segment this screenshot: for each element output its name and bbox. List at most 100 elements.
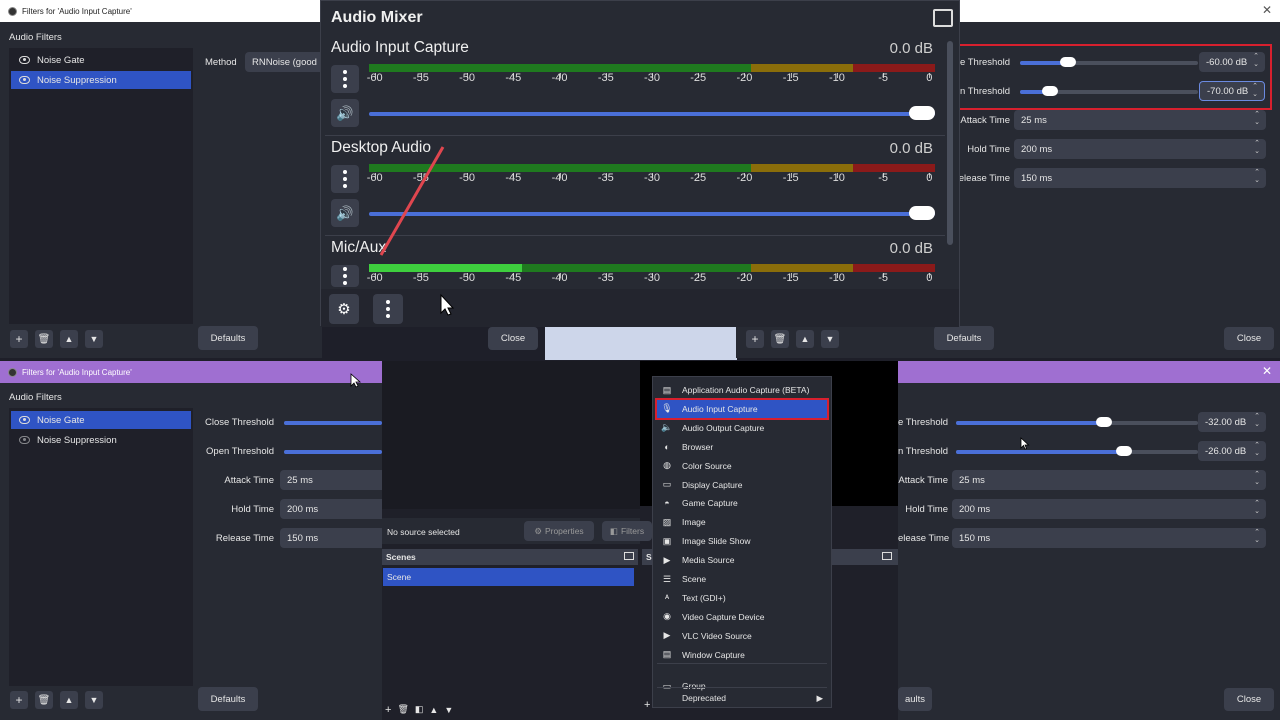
filter-item-noise-gate[interactable]: Noise Gate [11,51,191,69]
move-up-button[interactable]: ▲ [60,691,78,709]
menu-item[interactable]: ☰ Scene [655,570,829,588]
close-window-icon[interactable]: ✕ [1261,3,1272,17]
open-threshold-label: Open Threshold [206,446,274,457]
remove-scene-icon[interactable]: 🗑 [397,704,409,714]
menu-item[interactable]: ▤ Window Capture [655,646,829,664]
release-time-input[interactable]: 150 ms ⌃ ⌄ [952,528,1266,548]
mixer-menu-button[interactable] [373,294,403,324]
release-time-input[interactable]: 150 ms [280,528,382,548]
menu-item[interactable]: ◍ Color Source [655,457,829,475]
scale-tick [836,273,838,278]
filter-item-noise-suppression[interactable]: Noise Suppression [11,71,191,89]
move-down-button[interactable]: ▼ [821,330,839,348]
remove-filter-button[interactable]: 🗑 [771,330,789,348]
close-button[interactable]: Close [488,327,538,350]
menu-item[interactable]: ◐ Browser [655,438,829,456]
filters-label: Filters [620,526,645,536]
close-button[interactable]: Close [1224,327,1274,350]
remove-filter-button[interactable]: 🗑 [35,691,53,709]
defaults-button[interactable]: aults [898,687,932,711]
hold-time-input[interactable]: 200 ms [280,499,382,519]
close-threshold-input[interactable]: -60.00 dB ⌃ ⌄ [1199,52,1265,72]
close-button[interactable]: Close [1224,688,1274,711]
undock-icon[interactable] [882,552,892,560]
close-threshold-slider[interactable] [284,421,382,425]
defaults-button[interactable]: Defaults [198,687,258,711]
menu-item[interactable]: ◉ Video Capture Device [655,608,829,626]
filters-button[interactable]: ◧ Filters [602,521,652,541]
open-threshold-slider[interactable] [956,446,1198,456]
scale-tick [790,173,792,178]
filter-item-noise-suppression[interactable]: Noise Suppression [11,431,191,449]
undock-icon[interactable] [624,552,634,560]
attack-time-input[interactable]: 25 ms ⌃ ⌄ [952,470,1266,490]
filter-item-noise-gate[interactable]: Noise Gate [11,411,191,429]
hold-time-input[interactable]: 200 ms ⌃ ⌄ [1014,139,1266,159]
menu-item-group[interactable]: ▭ Group [655,677,829,695]
menu-item[interactable]: 🎙 Audio Input Capture [655,399,829,418]
menu-item[interactable]: ▶ VLC Video Source [655,627,829,645]
defaults-button[interactable]: Defaults [198,326,258,350]
add-filter-button[interactable]: + [746,330,764,348]
volume-slider[interactable] [369,206,935,220]
hold-time-input[interactable]: 200 ms ⌃ ⌄ [952,499,1266,519]
visibility-eye-icon[interactable] [19,76,30,84]
open-threshold-input[interactable]: -26.00 dB ⌃ ⌄ [1198,441,1266,461]
channel-menu-button[interactable] [331,65,359,93]
add-source-icon[interactable]: + [644,699,651,711]
undock-icon[interactable] [933,9,953,27]
channel-menu-button[interactable] [331,265,359,287]
scale-tick [929,173,931,178]
remove-filter-button[interactable]: 🗑 [35,330,53,348]
add-filter-button[interactable]: + [10,330,28,348]
scene-filter-icon[interactable]: ◧ [414,704,424,714]
close-threshold-slider[interactable] [956,417,1198,427]
gear-icon[interactable]: ⚙ [329,294,359,324]
menu-item[interactable]: ▨ Image [655,513,829,531]
add-filter-button[interactable]: + [10,691,28,709]
close-threshold-slider[interactable] [1020,57,1198,67]
scene-list-item[interactable]: Scene [383,568,634,586]
menu-item[interactable]: ▣ Image Slide Show [655,532,829,550]
mute-speaker-icon[interactable]: 🔊 [331,199,359,227]
method-select[interactable]: RNNoise (good [245,52,322,72]
move-up-button[interactable]: ▲ [796,330,814,348]
move-down-button[interactable]: ▼ [85,330,103,348]
volume-slider[interactable] [369,106,935,120]
add-scene-icon[interactable]: + [385,703,392,716]
scale-label: -30 [644,72,660,84]
menu-item[interactable]: ᴬ Text (GDI+) [655,589,829,607]
move-down-icon[interactable]: ▼ [444,704,454,715]
move-down-button[interactable]: ▼ [85,691,103,709]
mute-speaker-icon[interactable]: 🔊 [331,99,359,127]
visibility-eye-icon[interactable] [19,56,30,64]
open-threshold-input[interactable]: -70.00 dB ⌃ ⌄ [1199,81,1265,101]
menu-item[interactable]: ▭ Display Capture [655,476,829,494]
close-window-icon[interactable]: ✕ [1261,364,1272,378]
open-threshold-slider[interactable] [284,450,382,454]
hold-time-value: 200 ms [1021,143,1053,155]
hidden-eye-icon[interactable] [19,436,30,444]
close-threshold-value: -32.00 dB [1205,416,1247,428]
channel-db: 0.0 dB [889,40,933,57]
hold-time-label: Hold Time [231,504,274,515]
attack-time-input[interactable]: 25 ms [280,470,382,490]
close-threshold-input[interactable]: -32.00 dB ⌃ ⌄ [1198,412,1266,432]
menu-item[interactable]: ▶ Media Source [655,551,829,569]
move-up-button[interactable]: ▲ [60,330,78,348]
menu-item[interactable]: ▤ Application Audio Capture (BETA) [655,381,829,399]
channel-menu-button[interactable] [331,165,359,193]
visibility-eye-icon[interactable] [19,416,30,424]
menu-item[interactable]: ◓ Game Capture [655,494,829,512]
menu-item-deprecated[interactable]: Deprecated ▶ [655,689,829,707]
mixer-scrollbar[interactable] [947,41,953,245]
release-time-input[interactable]: 150 ms ⌃ ⌄ [1014,168,1266,188]
move-up-icon[interactable]: ▲ [429,704,439,715]
properties-button[interactable]: ⚙ Properties [524,521,594,541]
open-threshold-slider[interactable] [1020,86,1198,96]
menu-item[interactable]: 🔈 Audio Output Capture [655,419,829,437]
defaults-button[interactable]: Defaults [934,326,994,350]
no-source-label: No source selected [387,527,460,537]
attack-time-input[interactable]: 25 ms ⌃ ⌄ [1014,110,1266,130]
scale-tick [652,73,653,78]
